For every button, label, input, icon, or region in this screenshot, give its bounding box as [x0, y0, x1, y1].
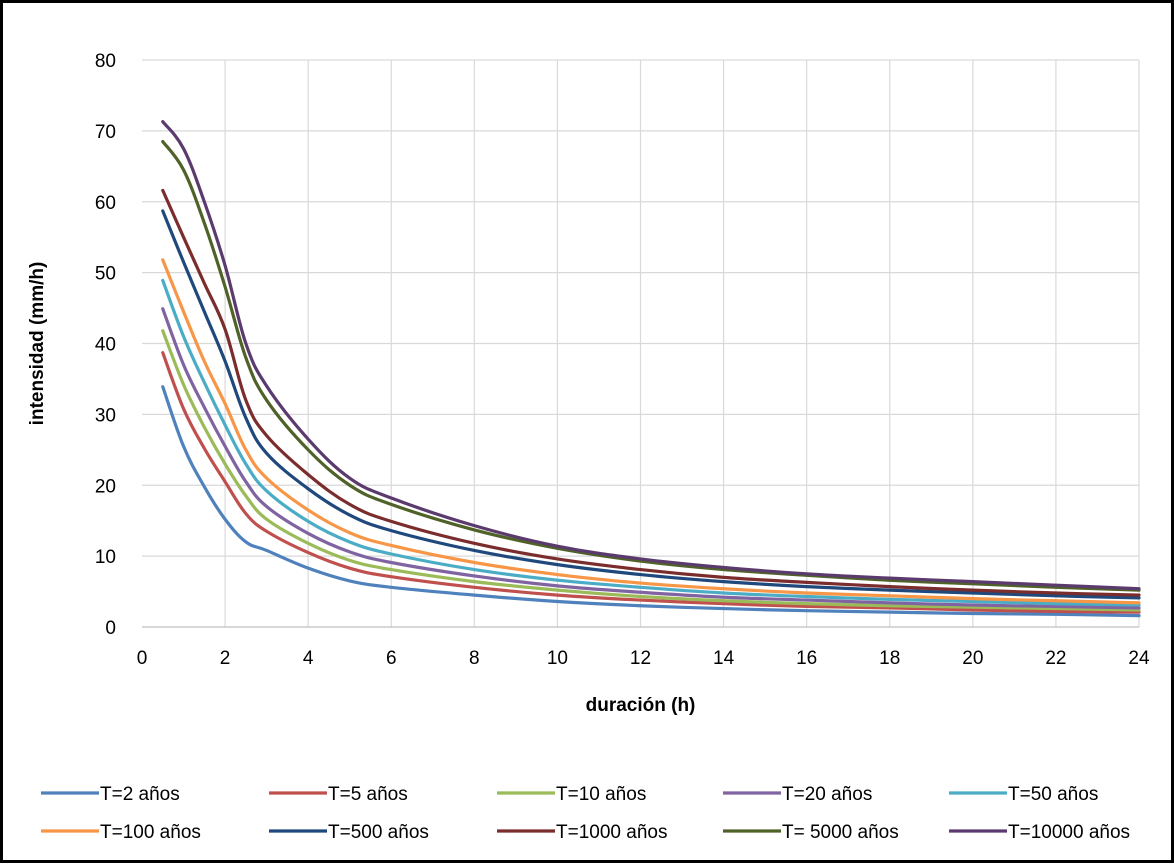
x-tick-label: 6: [386, 648, 397, 669]
legend-label: T=1000 años: [556, 822, 667, 843]
legend-label: T=50 años: [1008, 784, 1098, 805]
series-line-7: [161, 209, 1141, 600]
series-line-6: [161, 258, 1141, 605]
series-lines: [161, 120, 1141, 618]
series-line-8: [161, 188, 1141, 597]
x-tick-label: 4: [303, 648, 314, 669]
y-tick-label: 20: [95, 476, 116, 497]
series-line-10: [161, 120, 1141, 591]
series-line-5: [161, 278, 1141, 607]
legend-label: T=10 años: [556, 784, 646, 805]
y-axis-title: intensidad (mm/h): [27, 262, 48, 426]
series-line-1: [161, 385, 1141, 618]
x-tick-label: 14: [713, 648, 735, 669]
x-tick-label: 16: [796, 648, 817, 669]
x-tick-label: 12: [630, 648, 651, 669]
legend-label: T=100 años: [100, 822, 201, 843]
legend-label: T=500 años: [328, 822, 429, 843]
y-tick-label: 0: [105, 618, 116, 639]
series-line-3: [161, 329, 1141, 612]
y-tick-label: 60: [95, 193, 116, 214]
legend-label: T=2 años: [100, 784, 180, 805]
y-tick-label: 40: [95, 335, 116, 356]
legend-label: T=5 años: [328, 784, 408, 805]
y-tick-label: 80: [95, 51, 116, 72]
legend-label: T= 5000 años: [782, 822, 899, 843]
x-tick-label: 24: [1128, 648, 1150, 669]
legend: T=2 años T=5 años T=10 años T=20 años T=50 a…: [41, 784, 1130, 843]
series-line-4: [161, 307, 1141, 610]
y-tick-label: 30: [95, 405, 116, 426]
x-tick-label: 18: [879, 648, 900, 669]
x-axis-title: duración (h): [586, 695, 696, 716]
legend-label: T=20 años: [782, 784, 872, 805]
legend-label: T=10000 años: [1008, 822, 1130, 843]
y-tick-label: 70: [95, 122, 116, 143]
x-tick-label: 10: [547, 648, 568, 669]
gridlines: [142, 59, 1140, 627]
y-tick-label: 50: [95, 264, 116, 285]
x-tick-label: 2: [220, 648, 231, 669]
series-line-9: [161, 139, 1141, 592]
x-tick-label: 20: [962, 648, 983, 669]
x-tick-label: 22: [1045, 648, 1066, 669]
x-tick-label: 0: [137, 648, 148, 669]
series-line-2: [161, 351, 1141, 614]
y-tick-label: 10: [95, 547, 116, 568]
x-tick-label: 8: [469, 648, 480, 669]
